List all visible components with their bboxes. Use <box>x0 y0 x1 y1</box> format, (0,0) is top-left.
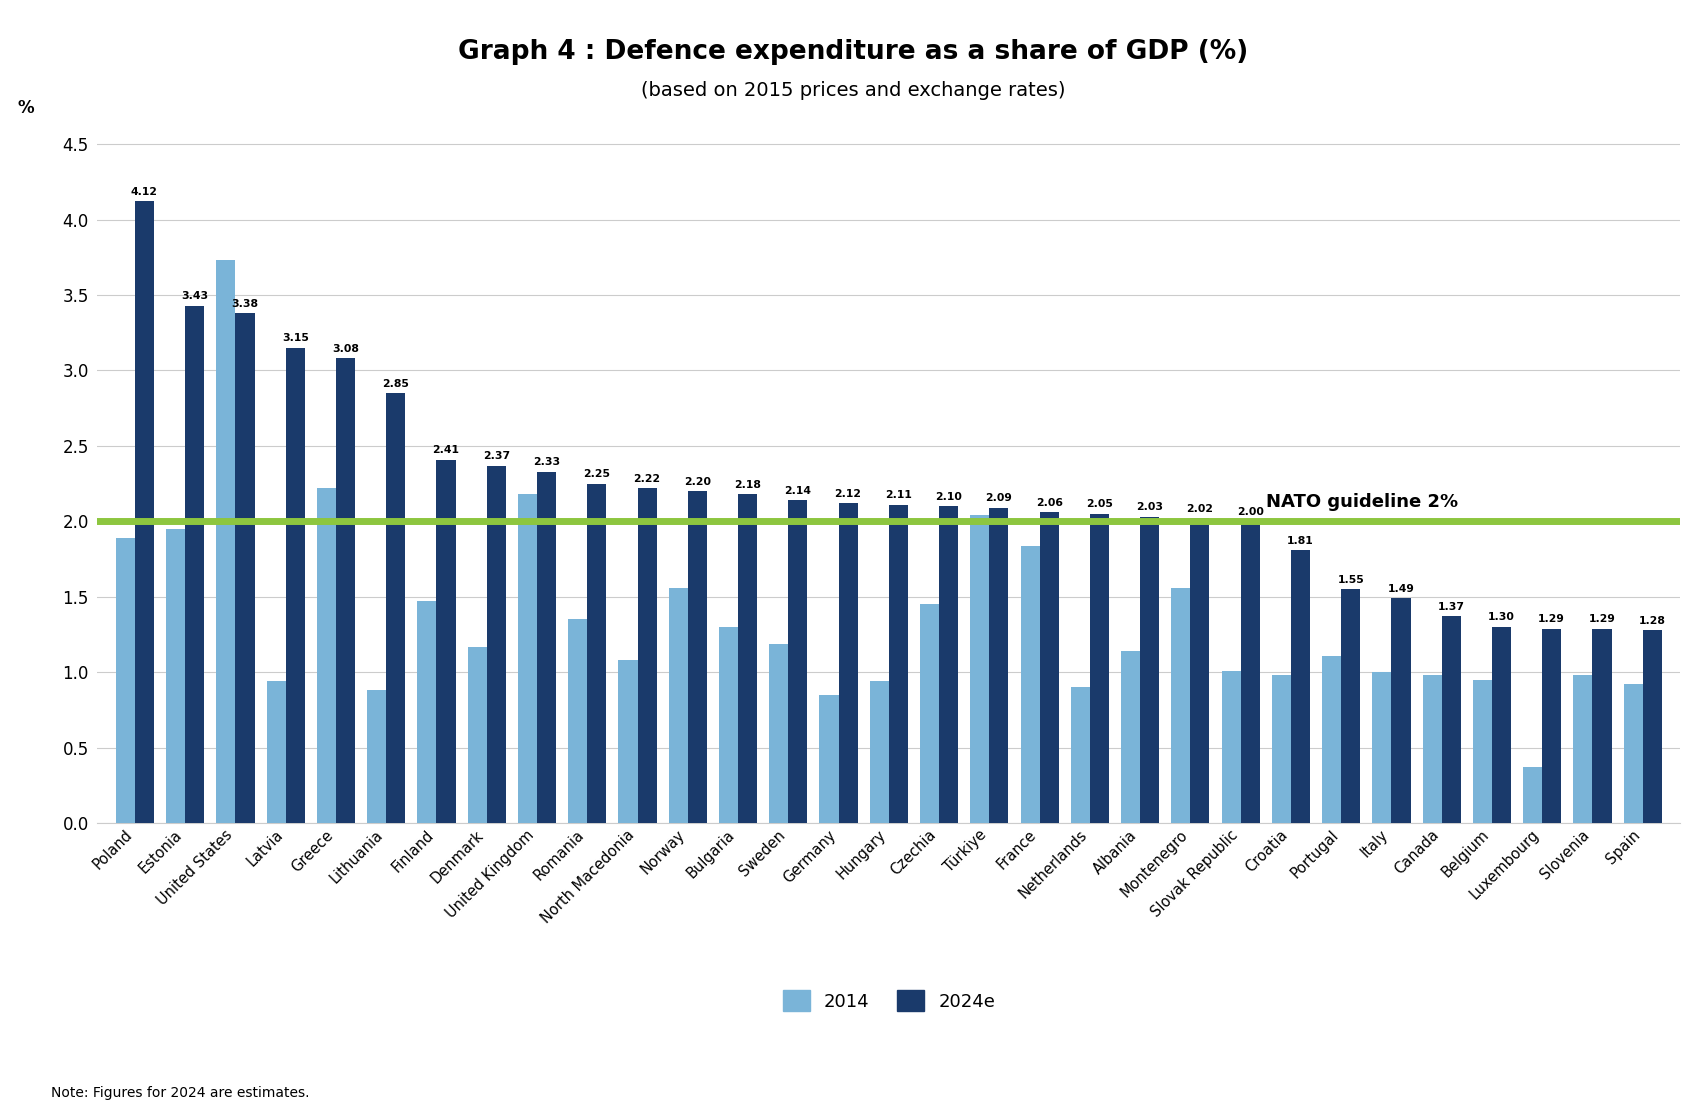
Text: 1.28: 1.28 <box>1639 616 1664 625</box>
Bar <box>888 505 907 823</box>
Bar <box>568 619 587 823</box>
Bar <box>1171 588 1190 823</box>
Bar <box>336 358 355 823</box>
Text: 2.12: 2.12 <box>834 488 861 498</box>
Bar <box>1391 598 1410 823</box>
Bar <box>839 503 858 823</box>
Bar <box>1221 671 1240 823</box>
Text: 1.81: 1.81 <box>1286 535 1313 545</box>
Bar <box>367 690 385 823</box>
Bar <box>1523 767 1541 823</box>
Text: 2.20: 2.20 <box>684 477 711 487</box>
Bar <box>1623 684 1642 823</box>
Bar <box>1020 545 1038 823</box>
Text: %: % <box>17 100 34 118</box>
Text: 3.38: 3.38 <box>232 299 259 309</box>
Bar <box>1270 675 1291 823</box>
Text: 1.55: 1.55 <box>1337 575 1364 585</box>
Text: Note: Figures for 2024 are estimates.: Note: Figures for 2024 are estimates. <box>51 1086 310 1100</box>
Bar <box>1340 589 1359 823</box>
Text: 1.29: 1.29 <box>1538 614 1563 624</box>
Bar <box>285 348 305 823</box>
Text: 2.03: 2.03 <box>1136 503 1163 512</box>
Text: 2.22: 2.22 <box>633 474 660 484</box>
Bar <box>1441 616 1459 823</box>
Bar <box>165 529 186 823</box>
Text: 3.15: 3.15 <box>281 334 309 344</box>
Legend: 2014, 2024e: 2014, 2024e <box>774 983 1003 1018</box>
Text: 2.05: 2.05 <box>1086 500 1112 510</box>
Text: 3.08: 3.08 <box>332 344 358 354</box>
Text: 2.00: 2.00 <box>1236 507 1263 516</box>
Bar <box>217 260 235 823</box>
Bar <box>135 202 153 823</box>
Text: 2.33: 2.33 <box>532 457 559 467</box>
Bar <box>317 488 336 823</box>
Text: 2.37: 2.37 <box>483 451 510 461</box>
Bar <box>1071 688 1089 823</box>
Bar <box>687 492 706 823</box>
Bar <box>938 506 958 823</box>
Bar <box>116 538 135 823</box>
Text: 4.12: 4.12 <box>131 187 159 197</box>
Text: 2.02: 2.02 <box>1185 504 1212 514</box>
Bar <box>266 681 285 823</box>
Bar <box>235 314 254 823</box>
Bar <box>418 601 436 823</box>
Bar <box>870 681 888 823</box>
Bar <box>1291 550 1309 823</box>
Bar <box>186 306 205 823</box>
Bar <box>1492 627 1511 823</box>
Bar <box>1240 522 1258 823</box>
Bar <box>970 515 989 823</box>
Bar <box>436 459 455 823</box>
Text: 1.37: 1.37 <box>1437 601 1465 612</box>
Text: 2.85: 2.85 <box>382 379 409 389</box>
Text: 2.25: 2.25 <box>583 469 610 479</box>
Bar <box>1120 651 1139 823</box>
Bar <box>919 605 938 823</box>
Bar <box>486 466 506 823</box>
Bar <box>1038 512 1059 823</box>
Bar <box>1190 519 1209 823</box>
Text: 1.29: 1.29 <box>1587 614 1615 624</box>
Bar <box>638 488 656 823</box>
Text: 2.18: 2.18 <box>733 479 760 489</box>
Bar <box>1089 514 1108 823</box>
Bar <box>769 644 788 823</box>
Text: 2.14: 2.14 <box>784 486 812 496</box>
Text: NATO guideline 2%: NATO guideline 2% <box>1265 493 1458 511</box>
Bar <box>1642 631 1661 823</box>
Text: 2.10: 2.10 <box>934 492 962 502</box>
Bar <box>1591 628 1611 823</box>
Text: 1.49: 1.49 <box>1386 584 1413 594</box>
Bar <box>989 507 1008 823</box>
Bar <box>1572 675 1591 823</box>
Bar <box>818 694 839 823</box>
Bar <box>537 472 556 823</box>
Bar <box>738 494 757 823</box>
Bar <box>668 588 687 823</box>
Bar <box>518 494 537 823</box>
Bar <box>1422 675 1441 823</box>
Text: 2.11: 2.11 <box>885 491 910 501</box>
Bar <box>619 660 638 823</box>
Text: 2.41: 2.41 <box>433 445 459 455</box>
Text: 2.06: 2.06 <box>1035 497 1062 507</box>
Bar <box>1139 516 1158 823</box>
Text: 3.43: 3.43 <box>181 291 208 301</box>
Text: 1.30: 1.30 <box>1487 613 1514 623</box>
Text: Graph 4 : Defence expenditure as a share of GDP (%): Graph 4 : Defence expenditure as a share… <box>457 39 1248 65</box>
Bar <box>587 484 605 823</box>
Bar <box>467 646 486 823</box>
Text: 2.09: 2.09 <box>985 493 1011 503</box>
Bar <box>385 393 406 823</box>
Bar <box>1471 680 1492 823</box>
Bar <box>788 501 806 823</box>
Bar <box>1371 672 1391 823</box>
Bar <box>1321 655 1340 823</box>
Bar <box>1541 628 1560 823</box>
Text: (based on 2015 prices and exchange rates): (based on 2015 prices and exchange rates… <box>641 81 1064 100</box>
Bar <box>718 627 738 823</box>
